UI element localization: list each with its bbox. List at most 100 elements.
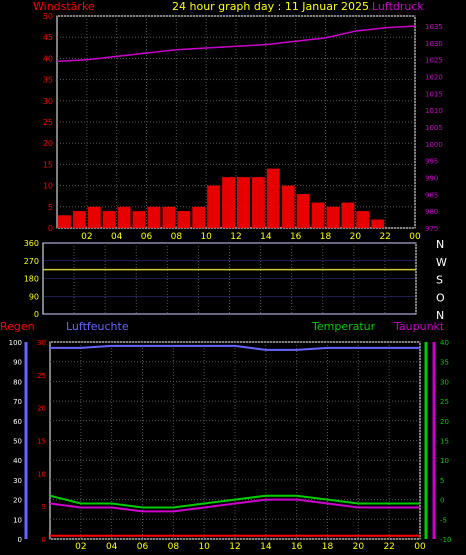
humidity-y-tick: 70 bbox=[13, 398, 22, 406]
temp-y-tick: 20 bbox=[440, 418, 449, 426]
temp-y-tick: 15 bbox=[440, 438, 449, 446]
wind-bar bbox=[341, 202, 355, 228]
humidity-y-tick: 90 bbox=[13, 359, 22, 367]
wind-bar bbox=[177, 211, 191, 228]
climate-x-tick: 22 bbox=[383, 542, 394, 552]
climate-x-tick: 20 bbox=[353, 542, 365, 552]
temp-y-tick: 35 bbox=[440, 359, 449, 367]
wind-y-tick: 5 bbox=[48, 203, 53, 212]
wind-x-tick: 00 bbox=[409, 232, 421, 242]
wind-axis-label: Windstärke bbox=[33, 0, 95, 13]
direction-letter: N bbox=[436, 238, 444, 251]
pressure-y-tick: 985 bbox=[425, 191, 438, 199]
temp-y-tick: -5 bbox=[440, 516, 447, 524]
pressure-y-tick: 980 bbox=[425, 208, 438, 216]
wind-x-tick: 14 bbox=[260, 232, 272, 242]
direction-letter: S bbox=[436, 274, 443, 287]
wind-x-tick: 10 bbox=[200, 232, 212, 242]
climate-x-tick: 06 bbox=[137, 542, 149, 552]
wind-y-tick: 0 bbox=[48, 224, 53, 233]
pressure-y-tick: 1000 bbox=[425, 141, 443, 149]
pressure-line bbox=[56, 25, 416, 63]
humidity-line bbox=[50, 344, 420, 351]
wind-bar bbox=[147, 206, 161, 228]
pressure-y-tick: 1030 bbox=[425, 40, 443, 48]
temp-y-tick: 30 bbox=[440, 378, 449, 386]
wind-x-tick: 20 bbox=[350, 232, 362, 242]
wind-bar bbox=[237, 177, 250, 228]
pressure-y-tick: 1005 bbox=[425, 124, 443, 132]
climate-x-tick: 10 bbox=[198, 542, 210, 552]
rain-y-tick: 5 bbox=[42, 503, 46, 511]
wind-x-tick: 06 bbox=[141, 232, 153, 242]
pressure-y-tick: 1020 bbox=[425, 74, 443, 82]
climate-x-tick: 16 bbox=[291, 542, 303, 552]
wind-y-tick: 25 bbox=[43, 118, 53, 127]
wind-x-tick: 02 bbox=[81, 232, 92, 242]
temp-y-tick: 5 bbox=[440, 477, 444, 485]
humidity-y-tick: 10 bbox=[13, 516, 22, 524]
wind-y-tick: 45 bbox=[43, 33, 53, 42]
humidity-y-tick: 30 bbox=[13, 477, 22, 485]
temp-y-tick: 0 bbox=[440, 497, 444, 505]
dewpoint-legend: Taupunkt bbox=[393, 320, 445, 333]
pressure-y-tick: 1025 bbox=[425, 57, 443, 65]
wind-bar bbox=[326, 206, 340, 228]
humidity-legend: Luftfeuchte bbox=[66, 320, 129, 333]
wind-bar bbox=[87, 206, 101, 228]
wind-bar bbox=[132, 211, 146, 228]
wind-bar bbox=[266, 168, 280, 228]
humidity-y-tick: 40 bbox=[13, 457, 22, 465]
humidity-y-tick: 80 bbox=[13, 378, 22, 386]
wind-y-tick: 35 bbox=[43, 76, 53, 85]
pressure-y-tick: 1015 bbox=[425, 90, 443, 98]
wind-bar bbox=[311, 202, 325, 228]
wind-bar bbox=[58, 215, 71, 228]
wind-bar bbox=[251, 177, 265, 228]
climate-x-tick: 08 bbox=[168, 542, 180, 552]
chart-title: 24 hour graph day : 11 Januar 2025 bbox=[172, 0, 369, 13]
wind-bar bbox=[192, 206, 206, 228]
temp-y-tick: 10 bbox=[440, 457, 449, 465]
climate-x-tick: 04 bbox=[106, 542, 118, 552]
rain-y-tick: 0 bbox=[42, 536, 46, 544]
climate-x-tick: 02 bbox=[75, 542, 86, 552]
humidity-y-tick: 100 bbox=[9, 339, 22, 347]
wind-bar bbox=[72, 211, 86, 228]
wind-y-tick: 20 bbox=[43, 139, 53, 148]
wind-x-tick: 22 bbox=[379, 232, 390, 242]
direction-letter: W bbox=[436, 256, 447, 269]
pressure-y-tick: 1010 bbox=[425, 107, 443, 115]
direction-letter: O bbox=[436, 291, 445, 304]
climate-x-tick: 14 bbox=[260, 542, 272, 552]
wind-y-tick: 40 bbox=[43, 54, 53, 63]
pressure-y-tick: 990 bbox=[425, 175, 438, 183]
pressure-axis-label: Luftdruck bbox=[372, 0, 424, 13]
humidity-y-tick: 60 bbox=[13, 418, 22, 426]
rain-y-tick: 10 bbox=[37, 470, 46, 478]
humidity-y-tick: 0 bbox=[18, 536, 22, 544]
direction-y-tick: 270 bbox=[24, 257, 39, 266]
direction-y-tick: 0 bbox=[34, 310, 39, 319]
wind-x-tick: 12 bbox=[230, 232, 241, 242]
humidity-y-tick: 50 bbox=[13, 438, 22, 446]
rain-y-tick: 20 bbox=[37, 405, 46, 413]
rain-y-tick: 30 bbox=[37, 339, 46, 347]
rain-y-tick: 25 bbox=[37, 372, 46, 380]
humidity-y-tick: 20 bbox=[13, 497, 22, 505]
wind-y-tick: 50 bbox=[43, 12, 53, 21]
wind-y-tick: 15 bbox=[43, 160, 53, 169]
wind-bar bbox=[371, 219, 385, 228]
climate-x-tick: 00 bbox=[414, 542, 426, 552]
wind-x-tick: 18 bbox=[320, 232, 332, 242]
direction-y-tick: 180 bbox=[24, 275, 39, 284]
rain-y-tick: 15 bbox=[37, 438, 46, 446]
wind-x-tick: 16 bbox=[290, 232, 302, 242]
direction-y-tick: 90 bbox=[29, 292, 39, 301]
climate-x-tick: 12 bbox=[229, 542, 240, 552]
temp-y-tick: -10 bbox=[440, 536, 451, 544]
pressure-y-tick: 995 bbox=[425, 158, 438, 166]
direction-letter: N bbox=[436, 309, 444, 322]
